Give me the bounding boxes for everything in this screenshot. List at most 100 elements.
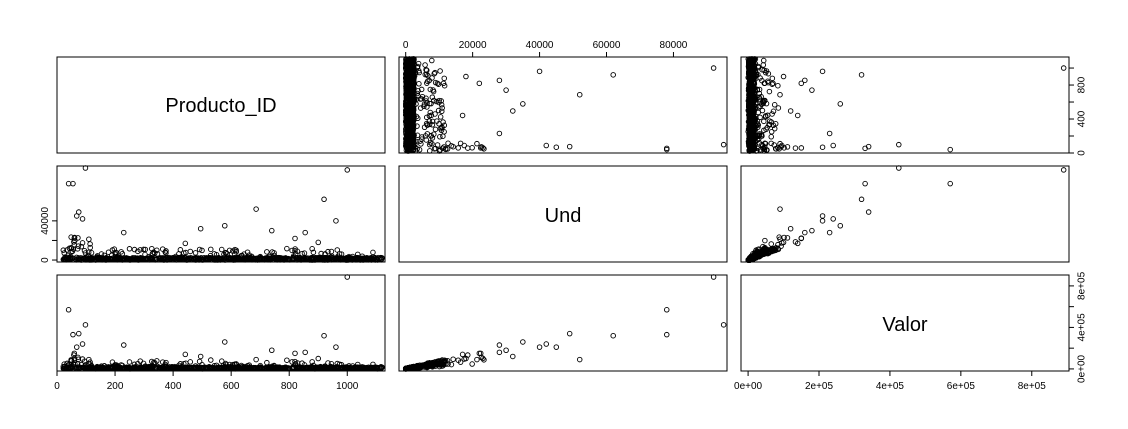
scatter-point bbox=[224, 255, 230, 262]
producto-id-bottom-axis-tick-label: 200 bbox=[107, 381, 124, 392]
scatter-point bbox=[455, 145, 461, 151]
valor-right-axis-tick-label: 4e+05 bbox=[1076, 313, 1087, 342]
scatter-point bbox=[187, 359, 194, 365]
scatter-point bbox=[109, 365, 115, 371]
scatter-point bbox=[768, 140, 774, 147]
scatter-point bbox=[448, 143, 455, 149]
valor-bottom-axis-tick-label: 4e+05 bbox=[876, 381, 905, 392]
scatter-point bbox=[424, 104, 430, 110]
scatter-point bbox=[349, 365, 356, 371]
scatter-point bbox=[264, 359, 270, 366]
scatter-point bbox=[343, 255, 349, 262]
scatter-point bbox=[477, 145, 484, 151]
scatter-point bbox=[435, 81, 442, 87]
scatter-point bbox=[199, 247, 205, 254]
panel-producto-id-vs-valor bbox=[56, 274, 386, 372]
valor-bottom-axis-tick-label: 6e+05 bbox=[947, 381, 976, 392]
scatter-point bbox=[434, 80, 441, 87]
scatter-point bbox=[190, 365, 197, 372]
scatter-point bbox=[141, 256, 147, 263]
scatter-point bbox=[130, 365, 137, 372]
scatter-point bbox=[763, 68, 770, 74]
scatter-point bbox=[71, 352, 77, 358]
scatter-point bbox=[132, 256, 139, 263]
valor-bottom-axis-tick-label: 2e+05 bbox=[805, 381, 834, 392]
scatter-point bbox=[218, 246, 225, 253]
scatter-point bbox=[469, 145, 475, 151]
scatter-point bbox=[173, 365, 180, 372]
scatter-point bbox=[233, 247, 239, 253]
scatter-point bbox=[757, 146, 764, 153]
producto-id-right-axis-tick-label: 0 bbox=[1076, 150, 1087, 156]
scatter-point bbox=[445, 140, 451, 147]
scatter-point bbox=[426, 77, 433, 84]
scatter-point bbox=[367, 365, 374, 371]
scatter-point bbox=[334, 247, 341, 253]
panel-diag-und bbox=[398, 165, 728, 263]
scatter-point bbox=[208, 364, 214, 371]
scatter-point bbox=[271, 250, 277, 256]
scatter-point bbox=[426, 121, 433, 128]
scatter-point bbox=[162, 249, 168, 255]
valor-right-axis-tick-label: 8e+05 bbox=[1076, 271, 1087, 300]
scatter-point bbox=[761, 67, 767, 74]
scatter-point bbox=[757, 96, 763, 102]
panel-und-vs-producto-id bbox=[398, 56, 728, 154]
scatter-point bbox=[230, 361, 236, 368]
scatter-point bbox=[437, 68, 443, 74]
scatter-point bbox=[226, 361, 233, 368]
scatter-point bbox=[296, 256, 303, 263]
scatter-point bbox=[781, 234, 787, 241]
scatter-point bbox=[775, 82, 781, 89]
scatter-point bbox=[437, 114, 444, 120]
scatter-point bbox=[158, 256, 165, 263]
scatter-point bbox=[163, 248, 169, 254]
scatter-point bbox=[465, 145, 471, 151]
scatter-point bbox=[481, 357, 487, 363]
scatter-point bbox=[131, 246, 138, 253]
scatter-point bbox=[164, 257, 170, 263]
scatter-point bbox=[435, 107, 442, 114]
scatter-point bbox=[461, 142, 467, 149]
producto-id-bottom-axis-tick-label: 600 bbox=[223, 381, 240, 392]
scatter-point bbox=[760, 57, 767, 64]
scatter-point bbox=[206, 256, 213, 262]
scatter-point bbox=[132, 364, 138, 371]
scatter-point bbox=[208, 255, 214, 261]
scatter-point bbox=[776, 146, 782, 152]
scatter-point bbox=[798, 145, 805, 151]
scatter-point bbox=[760, 62, 767, 68]
scatter-point bbox=[439, 105, 445, 111]
scatter-point bbox=[761, 118, 767, 125]
scatter-point bbox=[757, 114, 763, 121]
scatter-point bbox=[422, 62, 428, 68]
scatter-point bbox=[208, 357, 214, 363]
scatter-point bbox=[186, 256, 193, 262]
scatter-point bbox=[141, 365, 147, 372]
scatter-point bbox=[439, 108, 445, 115]
scatter-point bbox=[87, 241, 93, 247]
scatter-point bbox=[296, 365, 303, 372]
und-top-axis-tick-label: 80000 bbox=[660, 40, 688, 51]
scatter-point bbox=[431, 97, 437, 104]
scatter-point bbox=[474, 140, 480, 147]
var-label-producto-id: Producto_ID bbox=[165, 95, 276, 117]
scatter-point bbox=[292, 247, 298, 254]
scatter-point bbox=[776, 234, 782, 240]
scatter-point bbox=[762, 237, 768, 244]
scatter-point bbox=[429, 121, 436, 128]
scatter-point bbox=[433, 98, 440, 105]
scatter-point bbox=[309, 246, 315, 252]
scatter-point bbox=[68, 254, 74, 261]
scatter-point bbox=[784, 235, 791, 241]
producto-id-bottom-axis-tick-label: 0 bbox=[54, 381, 60, 392]
scatter-point bbox=[752, 56, 759, 62]
scatter-point bbox=[68, 357, 74, 363]
producto-id-bottom-axis-tick-label: 1000 bbox=[336, 381, 359, 392]
scatter-point bbox=[72, 237, 78, 244]
scatter-point bbox=[251, 256, 257, 262]
scatter-point bbox=[441, 75, 447, 82]
scatter-point bbox=[310, 249, 317, 256]
scatter-point bbox=[427, 148, 433, 154]
